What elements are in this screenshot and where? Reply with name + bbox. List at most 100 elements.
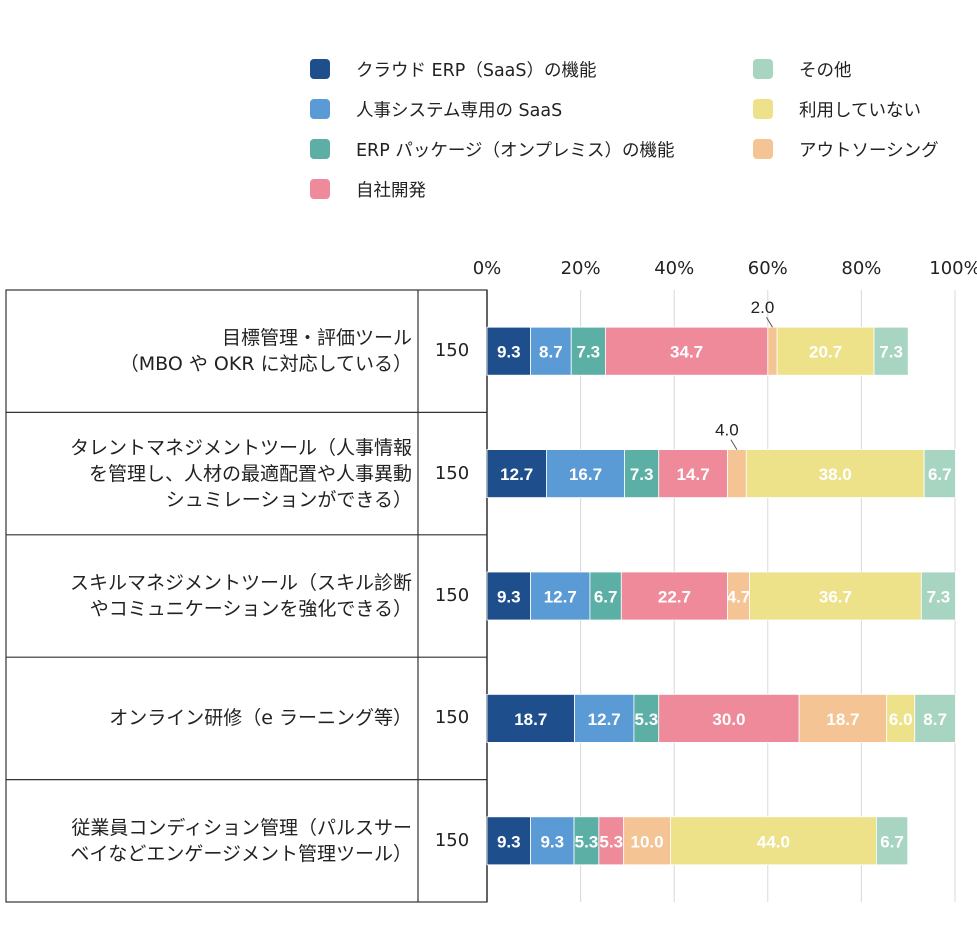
legend-item: ERP パッケージ（オンプレミス）の機能 xyxy=(310,136,674,162)
bar-segment xyxy=(633,694,660,743)
data-label: 5.3 xyxy=(575,832,599,851)
legend-swatch xyxy=(753,59,773,79)
data-label: 36.7 xyxy=(819,588,852,607)
bar-segment xyxy=(620,571,728,621)
legend-swatch xyxy=(310,179,330,199)
bar-group: 9.3 8.7 7.3 34.7 20.7 7.3 xyxy=(486,326,909,376)
legend-item: 人事システム専用の SaaS xyxy=(310,96,562,122)
legend-swatch xyxy=(310,139,330,159)
bar-segment xyxy=(624,449,660,499)
bar-segment xyxy=(920,571,956,621)
bar-segment xyxy=(623,816,671,866)
sample-size: 150 xyxy=(434,585,470,606)
legend-label: 自社開発 xyxy=(356,180,426,201)
bar-segment xyxy=(776,326,875,376)
legend-swatch xyxy=(310,59,330,79)
legend-item: アウトソーシング xyxy=(753,136,939,162)
data-label: 9.3 xyxy=(540,832,564,851)
data-label: 9.3 xyxy=(497,832,521,851)
data-label: 12.7 xyxy=(588,710,621,729)
bar-segment xyxy=(658,449,728,499)
bar-group: 9.3 9.3 5.3 5.3 10.0 44.0 6.7 xyxy=(486,816,909,866)
category-label: スキルマネジメントツール（スキル診断 やコミュニケーションを強化できる） xyxy=(69,572,412,620)
x-tick-label: 80% xyxy=(841,258,881,279)
x-tick-label: 0% xyxy=(473,258,502,279)
legend-label: アウトソーシング xyxy=(799,140,939,161)
bar-segment xyxy=(486,694,575,743)
data-label: 38.0 xyxy=(819,465,852,484)
bar-segment xyxy=(546,449,625,499)
callout-leader xyxy=(730,439,738,450)
data-label: 44.0 xyxy=(757,832,790,851)
legend-item: 利用していない xyxy=(753,96,921,122)
legend-label: 利用していない xyxy=(799,100,921,121)
category-label: 目標管理・評価ツール （MBO や OKR に対応している） xyxy=(119,327,412,376)
data-label: 7.3 xyxy=(577,343,601,362)
legend-item: その他 xyxy=(753,56,852,82)
data-label: 18.7 xyxy=(514,710,547,729)
data-label: 16.7 xyxy=(569,465,602,484)
legend-swatch xyxy=(753,139,773,159)
data-label: 9.3 xyxy=(497,343,521,362)
category-label: タレントマネジメントツール（人事情報 を管理し、人材の最適配置や人事異動 シュミ… xyxy=(69,436,412,511)
table-frame xyxy=(5,289,488,903)
bar-group: 12.7 16.7 7.3 14.7 38.0 6.7 xyxy=(486,449,956,499)
callout-label: 2.0 xyxy=(751,298,775,317)
data-label: 9.3 xyxy=(497,588,521,607)
legend-label: クラウド ERP（SaaS）の機能 xyxy=(356,60,597,81)
data-label: 5.3 xyxy=(599,832,623,851)
bar-segment xyxy=(486,326,531,376)
bar-segment xyxy=(598,816,625,866)
data-label: 20.7 xyxy=(809,343,842,362)
bar-group: 9.3 12.7 6.7 22.7 4.7 36.7 7.3 xyxy=(486,571,956,621)
bar-segment xyxy=(530,571,591,621)
legend: クラウド ERP（SaaS）の機能 人事システム専用の SaaS ERP パッケージ… xyxy=(0,0,977,220)
data-label: 18.7 xyxy=(826,710,859,729)
bar-group: 18.7 12.7 5.3 30.0 18.7 6.0 8.7 xyxy=(486,694,956,743)
bar-segment xyxy=(886,694,916,743)
callout-leader xyxy=(766,316,773,328)
bar-segment xyxy=(727,449,747,499)
data-label: 30.0 xyxy=(712,710,745,729)
bar-segment xyxy=(658,694,800,743)
data-label: 6.7 xyxy=(594,588,618,607)
x-tick-label: 40% xyxy=(654,258,694,279)
sample-size: 150 xyxy=(434,707,470,729)
bar-segment xyxy=(670,816,877,866)
sample-size: 150 xyxy=(434,829,470,851)
callout-label: 4.0 xyxy=(715,421,739,440)
bar-segment xyxy=(573,816,600,866)
bar-segment xyxy=(923,449,956,499)
legend-label: ERP パッケージ（オンプレミス）の機能 xyxy=(356,140,675,161)
sample-size: 150 xyxy=(434,340,470,362)
bar-segment xyxy=(875,816,909,866)
legend-item: クラウド ERP（SaaS）の機能 xyxy=(310,56,597,82)
data-label: 7.3 xyxy=(879,343,903,362)
data-label: 5.3 xyxy=(635,710,659,729)
data-label: 4.7 xyxy=(727,588,751,607)
data-label: 8.7 xyxy=(539,343,563,362)
legend-item: 自社開発 xyxy=(310,176,426,202)
bar-segment xyxy=(767,326,778,376)
data-label: 12.7 xyxy=(500,465,533,484)
bar-segment xyxy=(486,816,531,866)
data-label: 34.7 xyxy=(670,343,703,362)
bar-segment xyxy=(486,571,531,621)
bar-segment xyxy=(914,694,956,743)
bar-segment xyxy=(574,694,635,743)
category-label: オンライン研修（e ラーニング等） xyxy=(109,707,412,730)
bar-segment xyxy=(570,326,606,376)
data-label: 6.7 xyxy=(928,465,952,484)
sample-size: 150 xyxy=(434,462,470,484)
legend-label: 人事システム専用の SaaS xyxy=(356,100,563,121)
legend-swatch xyxy=(310,99,330,119)
data-label: 12.7 xyxy=(544,588,577,607)
legend-swatch xyxy=(753,99,773,119)
data-label: 22.7 xyxy=(658,588,691,607)
bar-segment xyxy=(749,571,922,621)
bar-segment xyxy=(745,449,925,499)
bar-segment xyxy=(589,571,622,621)
data-label: 7.3 xyxy=(927,588,951,607)
bar-segment xyxy=(605,326,769,376)
